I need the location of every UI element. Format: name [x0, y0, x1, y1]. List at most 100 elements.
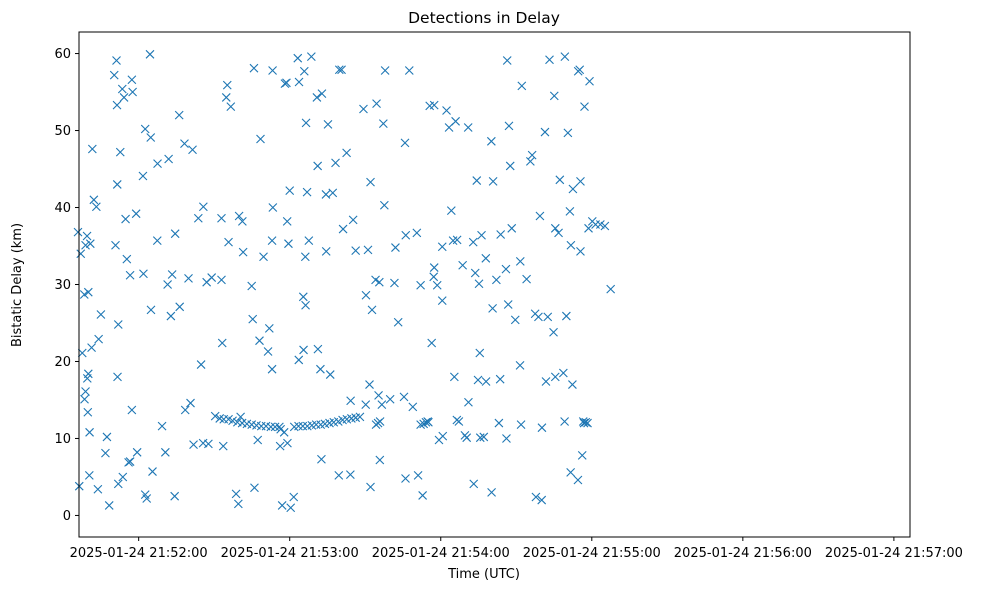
data-point	[507, 223, 517, 233]
chart-title: Detections in Delay	[408, 9, 560, 27]
data-point	[488, 303, 498, 313]
data-point	[231, 489, 241, 499]
data-point	[285, 186, 295, 195]
data-point	[355, 412, 365, 422]
data-point	[132, 447, 142, 457]
data-point	[581, 417, 591, 427]
data-point	[537, 423, 547, 433]
data-point	[140, 490, 150, 500]
data-point	[79, 290, 89, 299]
data-point	[543, 312, 553, 322]
data-point	[275, 441, 285, 451]
data-point	[76, 249, 86, 259]
data-point	[298, 292, 308, 302]
data-point	[575, 65, 585, 75]
data-point	[306, 52, 316, 62]
data-point	[561, 311, 571, 321]
data-point	[584, 223, 593, 233]
data-point	[233, 499, 243, 509]
data-point	[374, 277, 384, 287]
data-point	[186, 398, 195, 408]
data-point	[337, 65, 346, 75]
data-point	[399, 392, 409, 402]
data-point	[113, 372, 122, 382]
data-point	[148, 467, 157, 476]
data-point	[317, 454, 326, 464]
data-point	[140, 124, 150, 134]
data-point	[312, 93, 322, 102]
data-point	[228, 416, 237, 426]
data-point	[264, 323, 274, 333]
data-point	[217, 338, 227, 348]
data-point	[111, 240, 120, 250]
y-tick-label: 40	[54, 201, 71, 216]
data-point	[115, 147, 125, 157]
data-point	[560, 417, 569, 426]
data-point	[541, 377, 551, 386]
data-point	[289, 492, 299, 502]
data-point	[313, 161, 323, 171]
data-point	[253, 435, 263, 445]
data-point	[580, 102, 589, 112]
data-point	[375, 455, 385, 465]
data-point	[248, 314, 258, 324]
data-point	[85, 239, 95, 249]
data-point	[427, 338, 437, 348]
data-point	[481, 377, 491, 386]
data-point	[473, 375, 483, 385]
data-point	[94, 334, 104, 344]
data-point	[501, 264, 511, 274]
data-point	[286, 503, 296, 513]
data-point	[82, 231, 92, 241]
data-point	[566, 240, 576, 250]
data-point	[346, 396, 356, 406]
data-point	[282, 216, 292, 226]
data-point	[321, 190, 331, 199]
data-point	[249, 63, 259, 73]
data-point	[112, 180, 122, 189]
data-point	[365, 380, 374, 389]
data-point	[87, 144, 97, 154]
data-point	[432, 280, 442, 290]
data-point	[568, 184, 578, 194]
data-point	[301, 300, 310, 310]
data-point	[393, 317, 403, 327]
data-point	[361, 290, 371, 300]
data-point	[587, 216, 597, 226]
y-tick-label: 20	[54, 355, 71, 370]
data-point	[361, 400, 371, 409]
data-point	[167, 270, 177, 279]
data-point	[416, 280, 426, 290]
y-tick-label: 10	[54, 432, 71, 447]
data-point	[301, 118, 311, 128]
data-point	[293, 53, 303, 63]
data-point	[217, 275, 226, 285]
data-point	[302, 187, 312, 197]
data-point	[530, 309, 540, 319]
data-point	[515, 257, 525, 266]
data-point	[224, 237, 233, 247]
data-point	[421, 417, 431, 427]
x-axis: 2025-01-24 21:52:00 2025-01-24 21:53:00 20…	[70, 537, 963, 561]
data-point	[454, 417, 464, 426]
data-point	[180, 139, 189, 149]
data-point	[331, 158, 340, 168]
data-point	[401, 230, 411, 240]
data-point	[270, 422, 280, 432]
data-point	[124, 457, 133, 467]
data-point	[412, 228, 422, 238]
data-point	[413, 471, 423, 480]
data-point	[311, 420, 321, 429]
data-point	[83, 287, 93, 297]
data-point	[268, 66, 277, 75]
data-point	[560, 52, 570, 62]
data-point	[527, 150, 537, 160]
data-point	[438, 431, 448, 441]
data-point	[102, 432, 112, 442]
data-point	[400, 138, 410, 148]
data-point	[238, 247, 248, 257]
data-point	[91, 202, 101, 212]
data-point	[81, 387, 90, 396]
data-point	[502, 434, 511, 443]
data-point	[163, 280, 173, 289]
